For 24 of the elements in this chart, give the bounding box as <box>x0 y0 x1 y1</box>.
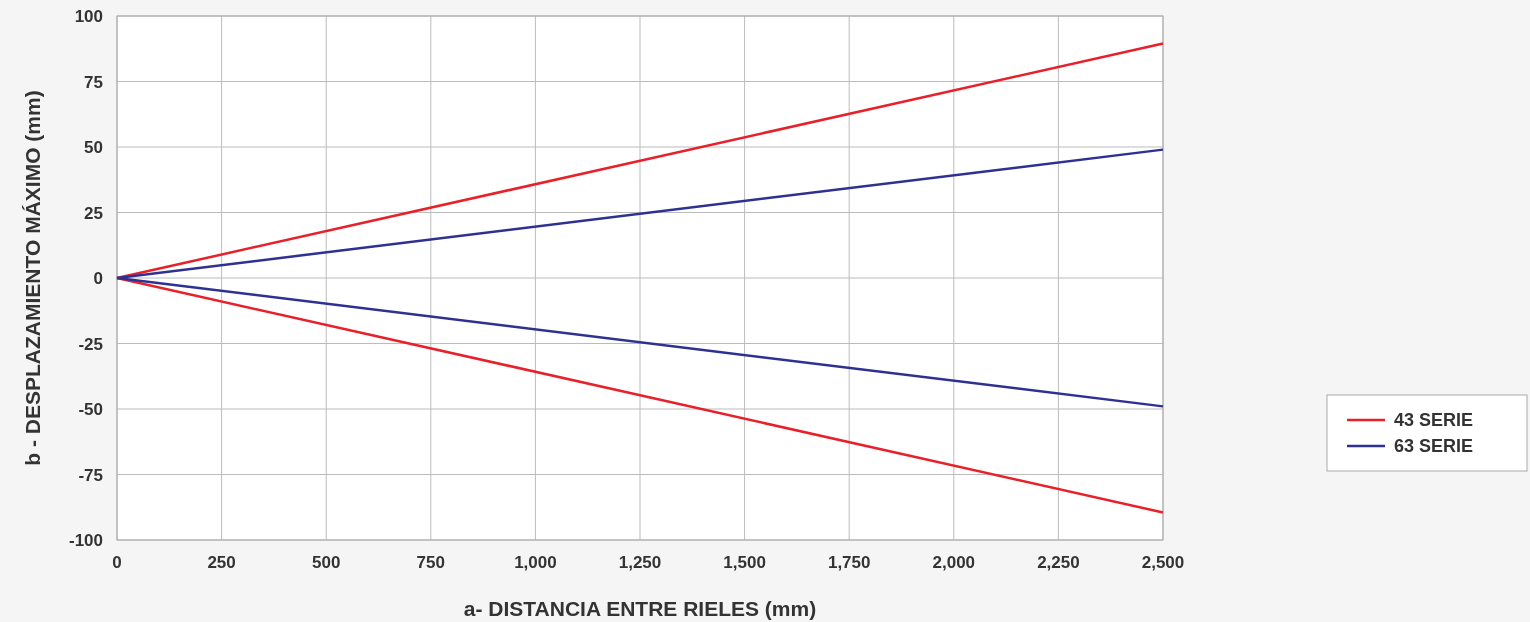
y-tick-label: 25 <box>84 203 103 223</box>
y-tick-label: -25 <box>78 334 103 354</box>
x-tick-label: 1,500 <box>723 553 766 572</box>
x-tick-label: 500 <box>312 553 341 572</box>
y-tick-label: -100 <box>68 531 103 550</box>
y-tick-label: 100 <box>74 7 103 26</box>
x-tick-label: 250 <box>207 553 236 572</box>
x-axis-title: a- DISTANCIA ENTRE RIELES (mm) <box>463 597 817 620</box>
y-tick-label: 50 <box>84 138 103 157</box>
x-tick-label: 1,000 <box>514 553 557 572</box>
legend-label: 63 SERIE <box>1394 436 1474 456</box>
y-tick-label: 75 <box>84 72 103 92</box>
x-tick-label: 750 <box>416 553 445 572</box>
legend-label: 43 SERIE <box>1394 410 1474 430</box>
x-tick-label: 2,500 <box>1141 553 1185 572</box>
y-tick-label: -50 <box>78 400 103 419</box>
x-tick-label: 2,250 <box>1037 553 1080 572</box>
x-tick-label: 2,000 <box>932 553 976 572</box>
x-tick-label: 1,750 <box>827 553 871 572</box>
y-axis-title: b - DESPLAZAMIENTO MÁXIMO (mm) <box>21 90 44 466</box>
y-tick-label: -75 <box>78 465 103 485</box>
x-tick-label: 1,250 <box>618 553 662 572</box>
y-tick-label: 0 <box>93 269 103 288</box>
x-tick-label: 0 <box>112 553 122 572</box>
